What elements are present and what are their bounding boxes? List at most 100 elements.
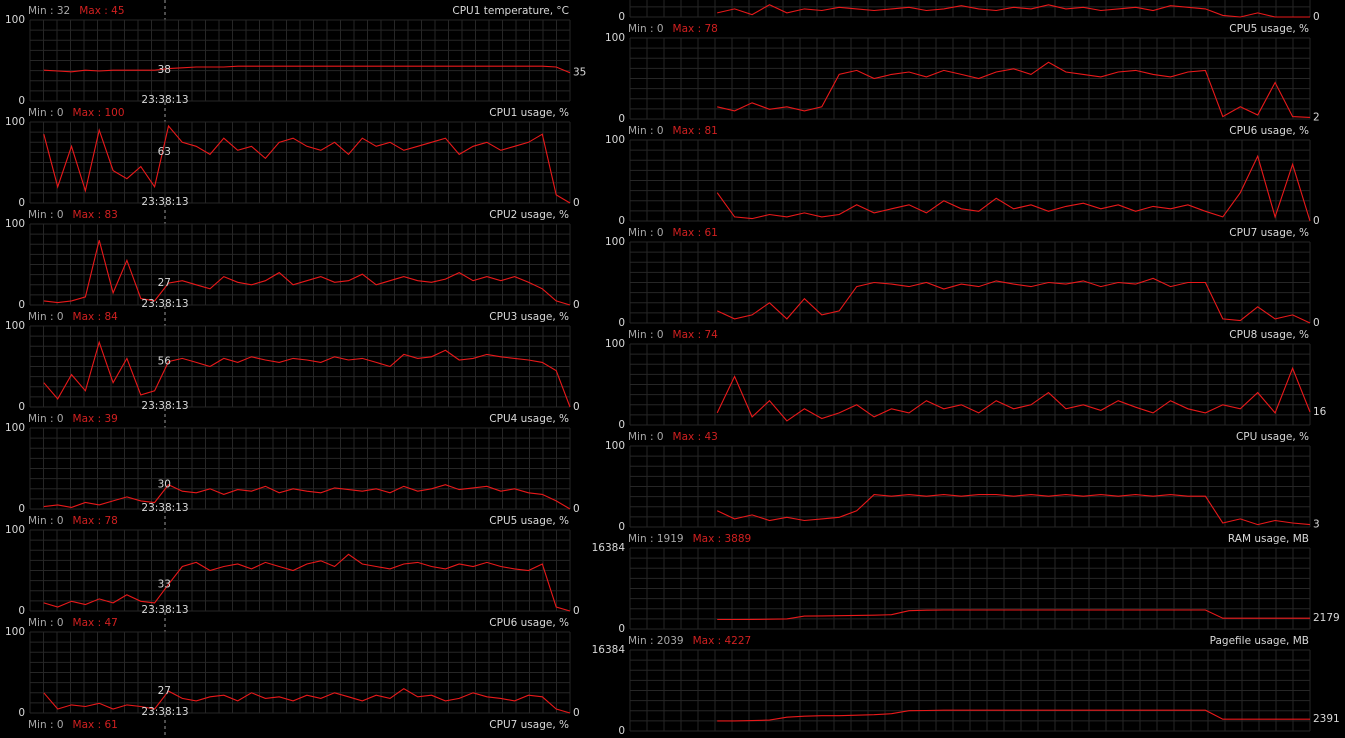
- y-tick-label: 100: [5, 422, 25, 434]
- cursor-time: 23:38:13: [141, 604, 188, 616]
- min-label: Min : 0: [28, 413, 64, 425]
- current-value: 0: [573, 299, 580, 311]
- min-label: Min : 0: [628, 227, 664, 239]
- current-value: 0: [1313, 317, 1320, 329]
- min-label: Min : 0: [28, 719, 64, 731]
- cursor-value: 38: [158, 64, 171, 76]
- graph-title: Pagefile usage, MB: [1210, 635, 1309, 647]
- graph-title: CPU2 usage, %: [489, 209, 569, 221]
- line-series: [43, 65, 571, 74]
- y-tick-label: 100: [5, 320, 25, 332]
- y-tick-label: 0: [618, 419, 625, 431]
- current-value: 0: [573, 605, 580, 617]
- min-label: Min : 2039: [628, 635, 684, 647]
- current-value: 0: [1313, 11, 1320, 23]
- min-label: Min : 1919: [628, 533, 684, 545]
- graph-title: CPU7 usage, %: [1229, 227, 1309, 239]
- min-label: Min : 0: [628, 329, 664, 341]
- cursor-value: 33: [158, 578, 171, 590]
- line-series: [717, 709, 1310, 722]
- graph-panel: Min : 32 Max : 45 CPU1 temperature, °C 0 100…: [5, 5, 586, 107]
- y-tick-label: 100: [605, 134, 625, 146]
- y-tick-label: 100: [5, 14, 25, 26]
- y-tick-label: 0: [618, 11, 625, 23]
- y-tick-label: 16384: [592, 542, 626, 554]
- min-label: Min : 0: [28, 617, 64, 629]
- y-tick-label: 16384: [592, 644, 626, 656]
- cursor-value: 56: [158, 356, 172, 368]
- min-label: Min : 32: [28, 5, 70, 17]
- min-label: Min : 0: [28, 515, 64, 527]
- max-label: Max : 81: [673, 125, 718, 137]
- cursor-time: 23:38:13: [141, 400, 188, 412]
- y-tick-label: 100: [605, 236, 625, 248]
- graph-title: CPU1 temperature, °C: [452, 5, 569, 17]
- y-tick-label: 0: [618, 521, 625, 533]
- graph-title: CPU6 usage, %: [1229, 125, 1309, 137]
- cursor-time: 23:38:13: [141, 196, 188, 208]
- graph-panel: Min : 0 Max : 81 CPU6 usage, % 0 100 0: [605, 125, 1320, 227]
- line-series: [43, 124, 571, 204]
- cursor-value: 27: [158, 277, 171, 289]
- y-tick-label: 100: [605, 440, 625, 452]
- current-value: 0: [573, 401, 580, 413]
- max-label: Max : 3889: [693, 533, 752, 545]
- max-label: Max : 100: [73, 107, 125, 119]
- line-series: [43, 340, 571, 408]
- max-label: Max : 84: [73, 311, 119, 323]
- max-label: Max : 78: [73, 515, 118, 527]
- min-label: Min : 0: [628, 125, 664, 137]
- graph-panel: Min : 0 Max : 39 CPU4 usage, % 0 100 0 30 23:38…: [5, 413, 580, 515]
- current-value: 0: [1313, 215, 1320, 227]
- y-tick-label: 100: [605, 338, 625, 350]
- line-series: [43, 240, 571, 306]
- graph-panel: Min : 0 Max : 83 CPU2 usage, % 0 100 0 27 23:38…: [5, 209, 580, 311]
- graph-title: CPU1 usage, %: [489, 107, 569, 119]
- max-label: Max : 74: [673, 329, 719, 341]
- line-series: [716, 277, 1311, 324]
- line-series: [43, 688, 571, 714]
- y-tick-label: 0: [18, 707, 25, 719]
- line-series: [717, 61, 1311, 118]
- graph-panel: Min : 0 Max : 78 CPU5 usage, % 0 100 2: [605, 23, 1320, 125]
- y-tick-label: 100: [5, 218, 25, 230]
- graph-title: CPU4 usage, %: [489, 413, 569, 425]
- max-label: Max : 78: [673, 23, 718, 35]
- current-value: 2: [1313, 111, 1320, 123]
- y-tick-label: 0: [18, 401, 25, 413]
- max-label: Max : 39: [73, 413, 118, 425]
- graph-title: CPU5 usage, %: [1229, 23, 1309, 35]
- max-label: Max : 43: [673, 431, 718, 443]
- cursor-time: 23:38:13: [141, 298, 188, 310]
- y-tick-label: 100: [5, 116, 25, 128]
- graph-title: RAM usage, MB: [1228, 533, 1309, 545]
- graph-panel: Min : 0 Max : 61 CPU7 usage, %: [28, 719, 569, 731]
- line-series: [716, 154, 1311, 222]
- cursor-value: 30: [158, 479, 171, 491]
- line-series: [43, 484, 571, 510]
- y-tick-label: 0: [18, 503, 25, 515]
- cursor-value: 27: [158, 685, 171, 697]
- graph-panel: Min : 0 Max : 61 CPU7 usage, % 0 100 0: [605, 227, 1320, 329]
- y-tick-label: 0: [618, 113, 625, 125]
- graph-panel: Min : 2039 Max : 4227 Pagefile usage, MB 0 1…: [592, 635, 1340, 737]
- current-value: 35: [573, 67, 586, 79]
- y-tick-label: 0: [618, 215, 625, 227]
- y-tick-label: 0: [18, 197, 25, 209]
- graph-panel: Min : 0 Max : 78 CPU5 usage, % 0 100 0 33 23:38…: [5, 515, 580, 617]
- y-tick-label: 100: [5, 626, 25, 638]
- graph-panel: Min : 0 Max : 84 CPU3 usage, % 0 100 0 56 23:38…: [5, 311, 580, 413]
- graph-title: CPU7 usage, %: [489, 719, 569, 731]
- line-series: [717, 609, 1310, 621]
- max-label: Max : 61: [673, 227, 718, 239]
- y-tick-label: 0: [618, 623, 625, 635]
- max-label: Max : 61: [73, 719, 118, 731]
- graph-panel: Min : 1919 Max : 3889 RAM usage, MB 0 16384 2…: [592, 533, 1340, 635]
- current-value: 2391: [1313, 713, 1340, 725]
- max-label: Max : 47: [73, 617, 118, 629]
- max-label: Max : 83: [73, 209, 118, 221]
- y-tick-label: 0: [618, 725, 625, 737]
- cursor-time: 23:38:13: [141, 502, 188, 514]
